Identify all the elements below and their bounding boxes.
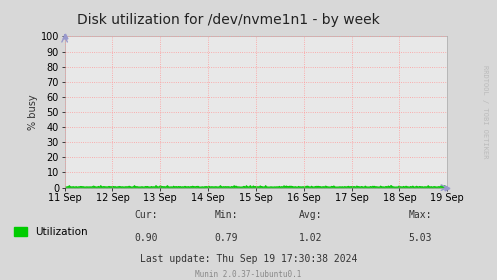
Text: 0.79: 0.79 [214,233,238,243]
Text: Max:: Max: [408,210,432,220]
Text: Munin 2.0.37-1ubuntu0.1: Munin 2.0.37-1ubuntu0.1 [195,270,302,279]
Text: Avg:: Avg: [299,210,323,220]
Text: 1.02: 1.02 [299,233,323,243]
Text: Last update: Thu Sep 19 17:30:38 2024: Last update: Thu Sep 19 17:30:38 2024 [140,254,357,264]
Text: 5.03: 5.03 [408,233,432,243]
Text: 0.90: 0.90 [135,233,159,243]
Text: RRDTOOL / TOBI OETIKER: RRDTOOL / TOBI OETIKER [482,65,488,159]
Text: Cur:: Cur: [135,210,159,220]
Legend: Utilization: Utilization [10,223,92,241]
Text: Min:: Min: [214,210,238,220]
Text: Disk utilization for /dev/nvme1n1 - by week: Disk utilization for /dev/nvme1n1 - by w… [77,13,380,27]
Y-axis label: % busy: % busy [28,94,38,130]
